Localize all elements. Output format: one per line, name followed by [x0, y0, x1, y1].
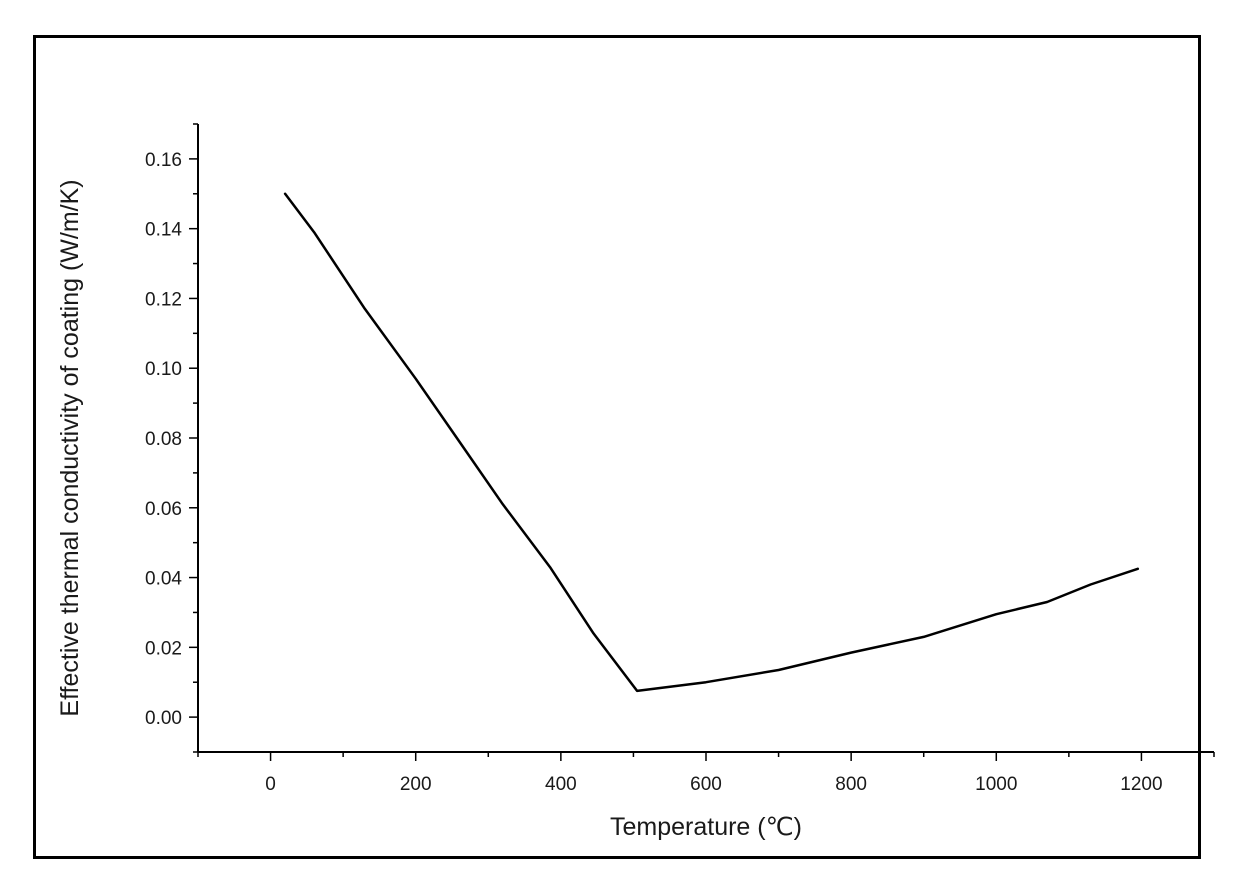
- x-tick-label: 800: [835, 774, 867, 795]
- y-tick-label: 0.14: [145, 220, 182, 241]
- y-tick-label: 0.16: [145, 150, 182, 171]
- x-tick-label: 200: [400, 774, 432, 795]
- ticks: 0 200 400 600 800 1000 1200 0.00 0.02 0.04 0.06 0.0…: [145, 123, 1215, 795]
- y-tick-label: 0.00: [145, 708, 182, 729]
- series-layer: [283, 192, 1140, 693]
- axes: [197, 124, 1214, 753]
- x-axis-title: Temperature (℃): [610, 813, 802, 841]
- x-tick-label: 400: [545, 774, 577, 795]
- chart-frame: [33, 35, 1201, 859]
- x-tick-label: 600: [690, 774, 722, 795]
- x-tick-label: 0: [265, 774, 276, 795]
- y-tick-label: 0.10: [145, 359, 182, 380]
- y-tick-label: 0.12: [145, 289, 182, 310]
- x-tick-label: 1200: [1120, 774, 1162, 795]
- y-tick-label: 0.02: [145, 638, 182, 659]
- y-tick-label: 0.04: [145, 569, 182, 590]
- y-tick-label: 0.06: [145, 499, 182, 520]
- y-axis-title: Effective thermal conductivity of coatin…: [56, 179, 84, 716]
- y-tick-label: 0.08: [145, 429, 182, 450]
- series-line: [283, 192, 1140, 693]
- x-tick-label: 1000: [975, 774, 1017, 795]
